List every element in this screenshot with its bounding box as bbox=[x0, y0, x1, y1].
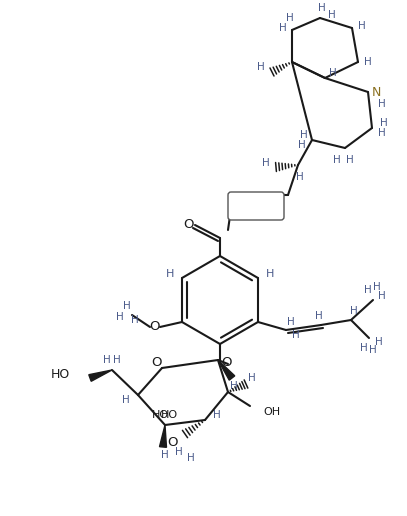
Text: H: H bbox=[360, 343, 368, 353]
Text: H: H bbox=[318, 3, 326, 13]
Text: H: H bbox=[161, 450, 169, 460]
Text: H: H bbox=[350, 306, 358, 316]
Text: H: H bbox=[230, 381, 238, 391]
Text: H: H bbox=[378, 291, 386, 301]
Text: H: H bbox=[364, 57, 372, 67]
Text: Abs: Abs bbox=[245, 200, 267, 213]
Text: OH: OH bbox=[263, 407, 280, 417]
Text: H: H bbox=[122, 395, 130, 405]
Text: H: H bbox=[292, 330, 300, 340]
Text: H: H bbox=[315, 311, 323, 321]
Text: H: H bbox=[103, 355, 111, 365]
Text: H: H bbox=[287, 317, 295, 327]
Text: H: H bbox=[262, 158, 270, 168]
Text: O: O bbox=[183, 218, 193, 232]
Text: H: H bbox=[131, 315, 139, 325]
Text: H: H bbox=[378, 128, 386, 138]
Text: H: H bbox=[358, 21, 366, 31]
FancyBboxPatch shape bbox=[228, 192, 284, 220]
Text: H: H bbox=[346, 155, 354, 165]
Text: H: H bbox=[329, 68, 337, 78]
Text: H: H bbox=[248, 373, 256, 383]
Text: HO: HO bbox=[160, 410, 177, 420]
Text: HO: HO bbox=[151, 410, 168, 420]
Text: H: H bbox=[364, 285, 372, 295]
Text: H: H bbox=[175, 447, 183, 457]
Text: H: H bbox=[113, 355, 121, 365]
Text: H: H bbox=[257, 62, 265, 72]
Text: H: H bbox=[187, 453, 195, 463]
Text: H: H bbox=[328, 10, 336, 20]
Text: H: H bbox=[123, 301, 131, 311]
Text: H: H bbox=[286, 13, 294, 23]
Text: H: H bbox=[298, 140, 306, 150]
Text: H: H bbox=[279, 23, 287, 33]
Text: H: H bbox=[378, 99, 386, 109]
Text: O: O bbox=[149, 320, 159, 333]
Text: O: O bbox=[168, 436, 178, 448]
Text: HO: HO bbox=[51, 368, 70, 381]
Polygon shape bbox=[218, 360, 235, 380]
Polygon shape bbox=[160, 425, 166, 447]
Text: H: H bbox=[166, 269, 174, 279]
Text: H: H bbox=[266, 269, 274, 279]
Text: H: H bbox=[213, 410, 221, 420]
Text: H: H bbox=[333, 155, 341, 165]
Text: O: O bbox=[221, 356, 231, 368]
Text: H: H bbox=[296, 172, 304, 182]
Text: H: H bbox=[300, 130, 308, 140]
Text: H: H bbox=[116, 312, 124, 322]
Text: O: O bbox=[152, 357, 162, 369]
Text: H: H bbox=[375, 337, 383, 347]
Text: H: H bbox=[369, 345, 377, 355]
Text: N: N bbox=[371, 86, 381, 99]
Text: H: H bbox=[373, 282, 381, 292]
Polygon shape bbox=[89, 370, 112, 381]
Text: H: H bbox=[380, 118, 388, 128]
